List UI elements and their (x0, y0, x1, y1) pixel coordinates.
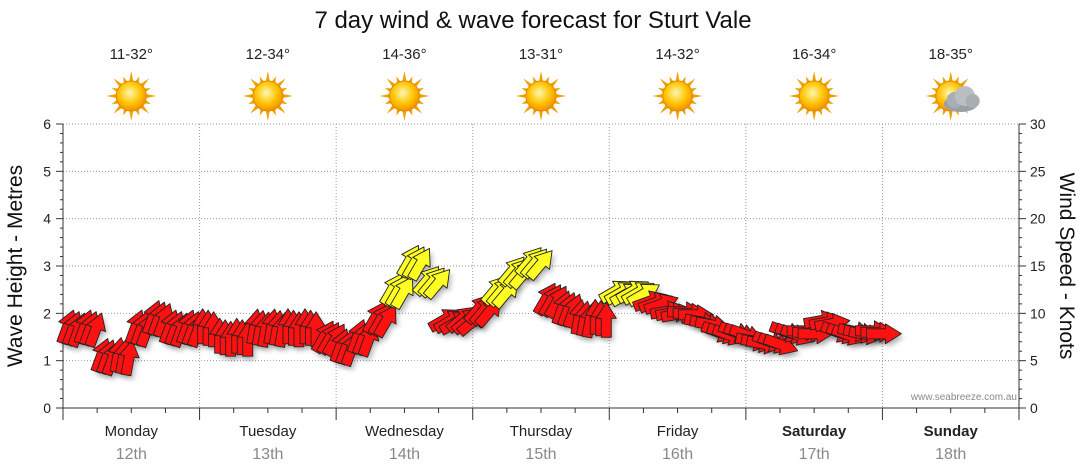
left-tick-label: 0 (43, 400, 51, 416)
day-date: 14th (389, 446, 420, 463)
day-date: 17th (799, 446, 830, 463)
day-date: 12th (116, 446, 147, 463)
right-tick-label: 5 (1030, 353, 1038, 369)
day-date: 13th (252, 446, 283, 463)
day-date: 16th (662, 446, 693, 463)
wind-arrow (373, 304, 397, 339)
left-tick-label: 1 (43, 353, 51, 369)
wind-arrow (118, 340, 140, 377)
right-tick-label: 15 (1030, 258, 1046, 274)
day-date: 18th (935, 446, 966, 463)
day-name: Sunday (924, 423, 979, 440)
sun-icon (516, 71, 566, 121)
day-labels: Monday 12th Tuesday 13th Wednesday 14th Thursd… (105, 423, 979, 463)
right-tick-label: 10 (1030, 305, 1046, 321)
chart-title: 7 day wind & wave forecast for Sturt Val… (314, 7, 751, 34)
wind-arrow (84, 312, 107, 349)
right-axis-ticks: 0 5 10 15 20 25 30 (1030, 116, 1046, 416)
axes (56, 123, 1026, 420)
watermark: www.seabreeze.com.au (910, 392, 1017, 403)
left-tick-label: 6 (43, 116, 51, 132)
daily-temperatures: 11-32° 12-34° 14-36° 13-31° 14-32° 16-34° 18-3… (110, 46, 973, 63)
wind-arrows (56, 244, 902, 377)
left-axis-ticks: 0 1 2 3 4 5 6 (43, 116, 51, 416)
right-tick-label: 0 (1030, 400, 1038, 416)
day-temperature: 14-36° (382, 46, 426, 63)
day-temperature: 12-34° (246, 46, 290, 63)
right-tick-label: 30 (1030, 116, 1046, 132)
right-tick-label: 25 (1030, 163, 1046, 179)
day-temperature: 16-34° (792, 46, 836, 63)
left-axis-label: Wave Height - Metres (4, 165, 27, 367)
day-temperature: 14-32° (655, 46, 699, 63)
wind-arrow (865, 323, 902, 345)
day-temperature: 13-31° (519, 46, 563, 63)
wind-arrow (525, 250, 553, 282)
day-name: Saturday (782, 423, 847, 440)
partly-cloudy-icon (925, 71, 980, 121)
wind-arrow (407, 247, 431, 282)
right-tick-label: 20 (1030, 211, 1046, 227)
left-tick-label: 3 (43, 258, 51, 274)
day-temperature: 11-32° (110, 46, 153, 63)
day-date: 15th (525, 446, 556, 463)
day-name: Thursday (510, 423, 573, 440)
day-name: Tuesday (239, 423, 296, 440)
daily-weather-icons (106, 71, 980, 121)
cloud-icon (943, 86, 980, 112)
day-name: Wednesday (365, 423, 444, 440)
sun-icon (242, 71, 293, 121)
left-tick-label: 4 (43, 211, 51, 227)
day-name: Friday (657, 423, 699, 440)
day-name: Monday (105, 423, 159, 440)
left-tick-label: 2 (43, 305, 51, 321)
left-tick-label: 5 (43, 163, 51, 179)
wind-arrow (422, 269, 451, 301)
wind-arrow (390, 276, 414, 311)
right-axis-label: Wind Speed - Knots (1055, 173, 1078, 360)
wind-arrow (595, 301, 617, 338)
sun-icon (106, 71, 157, 121)
sun-icon (789, 71, 840, 121)
sun-icon (652, 71, 703, 121)
day-temperature: 18-35° (929, 46, 973, 63)
sun-icon (379, 71, 430, 121)
